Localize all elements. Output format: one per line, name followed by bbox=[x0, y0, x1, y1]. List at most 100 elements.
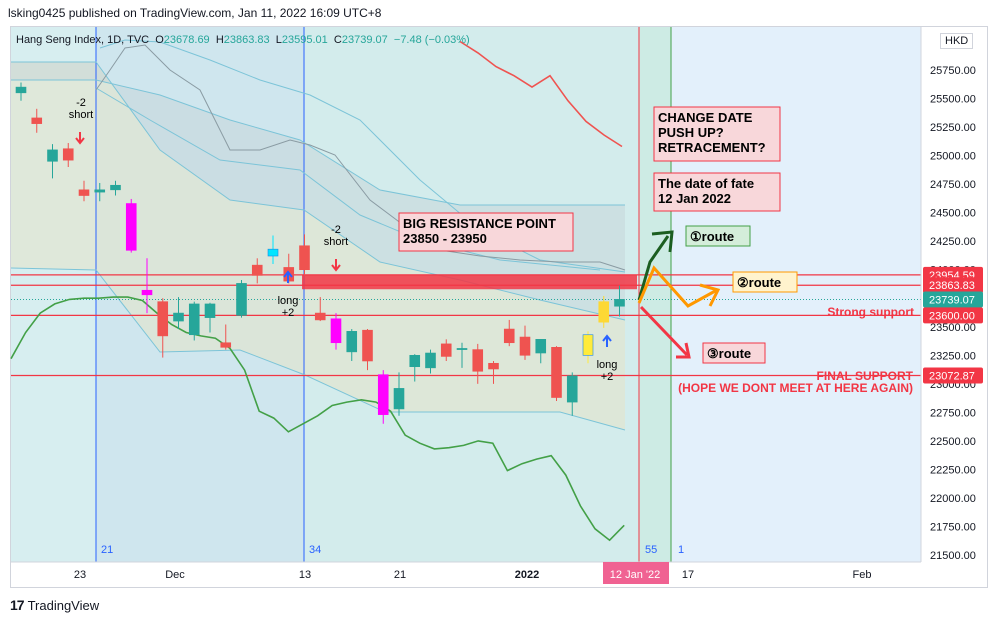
price-label-text: 23600.00 bbox=[929, 310, 975, 322]
candle[interactable] bbox=[15, 82, 27, 101]
candle[interactable] bbox=[362, 329, 373, 371]
candle-body bbox=[110, 184, 121, 191]
candle-body bbox=[204, 303, 216, 318]
candle[interactable] bbox=[472, 343, 484, 384]
candle[interactable] bbox=[173, 297, 184, 330]
candle-body bbox=[157, 301, 169, 337]
candle-body bbox=[566, 375, 578, 403]
candle[interactable] bbox=[346, 329, 358, 361]
resistance-band bbox=[302, 274, 637, 290]
candle[interactable] bbox=[220, 324, 232, 350]
candle[interactable] bbox=[582, 331, 594, 364]
route1-arrow-head-icon bbox=[651, 230, 674, 253]
strong-support-label: Strong support bbox=[827, 305, 914, 319]
published-caption: lsking0425 published on TradingView.com,… bbox=[8, 6, 382, 20]
candle-body bbox=[141, 289, 153, 296]
candle[interactable] bbox=[519, 325, 531, 360]
candle[interactable] bbox=[157, 298, 169, 358]
candle[interactable] bbox=[535, 339, 547, 364]
fib-count-label: 34 bbox=[309, 544, 321, 556]
route3-note: ③route bbox=[702, 342, 766, 364]
candle-body bbox=[503, 328, 515, 344]
candle[interactable] bbox=[236, 279, 247, 318]
time-tick-label: Dec bbox=[165, 569, 185, 581]
candle[interactable] bbox=[440, 339, 452, 361]
candle[interactable] bbox=[299, 234, 310, 276]
candle-body bbox=[15, 86, 27, 94]
route1-arrow bbox=[637, 235, 670, 301]
candle-body bbox=[314, 312, 326, 321]
candle-body bbox=[62, 148, 74, 161]
channel-fill-upper bbox=[11, 62, 625, 320]
candle-body bbox=[614, 299, 625, 307]
price-tick-label: 25000.00 bbox=[930, 151, 976, 163]
candle-body bbox=[125, 203, 137, 251]
fib-count-label: 55 bbox=[645, 544, 657, 556]
candle-body bbox=[220, 342, 232, 348]
date-of-fate-note-text: The date of fate bbox=[658, 176, 754, 191]
trade-marker-type: +2 bbox=[601, 371, 614, 383]
candle[interactable] bbox=[141, 258, 153, 314]
currency-badge[interactable]: HKD bbox=[940, 33, 974, 49]
candle-body bbox=[488, 362, 499, 370]
candle[interactable] bbox=[125, 198, 137, 253]
candle[interactable] bbox=[393, 372, 405, 416]
candle-body bbox=[31, 117, 43, 124]
price-tick-label: 25250.00 bbox=[930, 122, 976, 134]
price-tick-label: 25500.00 bbox=[930, 94, 976, 106]
change-date-note-box bbox=[653, 106, 781, 162]
change-date-note-text: RETRACEMENT? bbox=[658, 140, 766, 155]
price-tick-label: 24750.00 bbox=[930, 179, 976, 191]
candle[interactable] bbox=[598, 295, 610, 328]
route3-arrow bbox=[639, 305, 689, 357]
route2-arrow bbox=[637, 265, 718, 308]
candle[interactable] bbox=[78, 180, 90, 202]
candle[interactable] bbox=[94, 182, 106, 202]
candle[interactable] bbox=[62, 143, 74, 167]
time-tick-label: 13 bbox=[299, 569, 311, 581]
candle-body bbox=[78, 189, 90, 196]
change-date-note-text: PUSH UP? bbox=[658, 125, 724, 140]
price-tick-label: 22500.00 bbox=[930, 436, 976, 448]
candle[interactable] bbox=[47, 144, 58, 179]
price-tick-label: 22750.00 bbox=[930, 407, 976, 419]
candle[interactable] bbox=[488, 361, 499, 384]
candle-body bbox=[94, 189, 106, 193]
legend-close: 23739.07 bbox=[341, 34, 388, 46]
up-arrow-icon bbox=[602, 334, 612, 347]
candle[interactable] bbox=[267, 235, 279, 264]
candle[interactable] bbox=[204, 302, 216, 333]
candle[interactable] bbox=[425, 349, 436, 374]
route2-note-text: ②route bbox=[737, 275, 781, 290]
trade-marker-qty: long bbox=[278, 295, 299, 307]
candle[interactable] bbox=[251, 258, 263, 284]
up-arrow-icon bbox=[283, 270, 293, 283]
candle[interactable] bbox=[110, 180, 121, 196]
candle-body bbox=[551, 347, 562, 398]
candle[interactable] bbox=[566, 372, 578, 416]
price-label-text: 23072.87 bbox=[929, 371, 975, 383]
candle[interactable] bbox=[330, 313, 342, 350]
candle-body bbox=[440, 343, 452, 357]
baseline-line bbox=[95, 44, 626, 271]
chart-frame[interactable] bbox=[10, 26, 988, 588]
candle[interactable] bbox=[31, 108, 43, 133]
candle[interactable] bbox=[409, 354, 421, 382]
candle-body bbox=[362, 329, 373, 362]
candle[interactable] bbox=[377, 370, 389, 424]
final-support-sub-label: (HOPE WE DONT MEET AT HERE AGAIN) bbox=[678, 381, 913, 395]
candle[interactable] bbox=[614, 285, 625, 317]
route2-note-box bbox=[732, 271, 798, 293]
candle[interactable] bbox=[503, 319, 515, 347]
candle-body bbox=[236, 283, 247, 316]
channel-fill-lower bbox=[11, 62, 625, 430]
route1-note-text: ①route bbox=[690, 229, 734, 244]
leading-line bbox=[459, 40, 623, 148]
legend-close-label: C bbox=[333, 34, 342, 46]
candle[interactable] bbox=[188, 301, 200, 341]
candle[interactable] bbox=[314, 297, 326, 322]
candle[interactable] bbox=[456, 342, 468, 368]
candle[interactable] bbox=[551, 346, 562, 401]
candle-body bbox=[47, 149, 58, 162]
